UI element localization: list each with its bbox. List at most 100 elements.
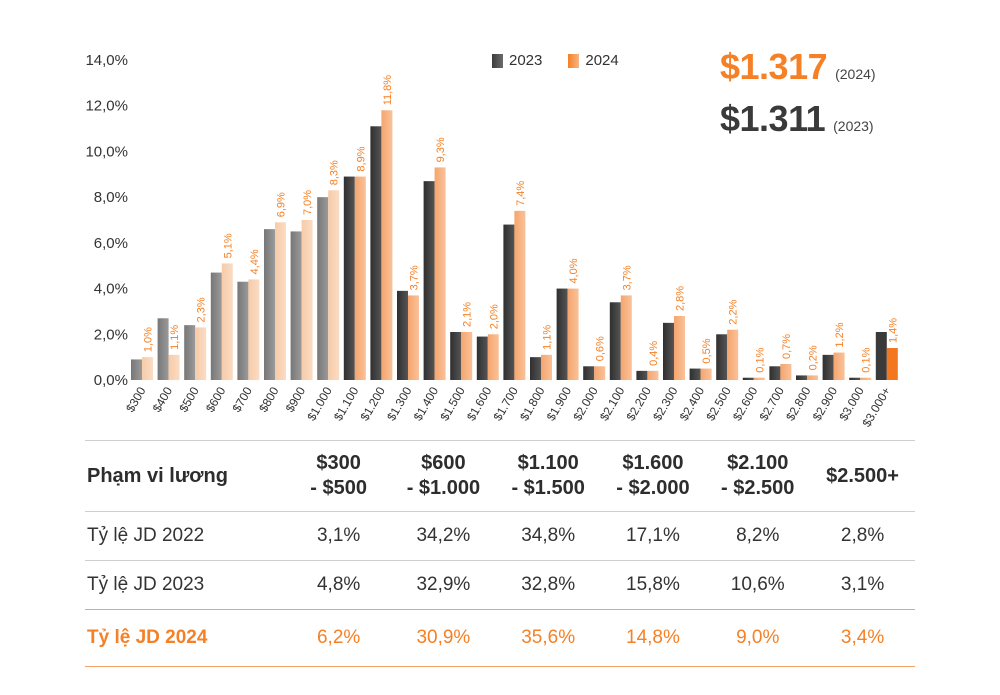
y-tick-label: 4,0% bbox=[94, 281, 128, 298]
x-tick-label: $1.200 bbox=[358, 384, 389, 423]
bar-2023 bbox=[822, 354, 834, 380]
x-tick-label: $2.900 bbox=[810, 384, 841, 423]
header-col-3: $1.100 - $1.500 bbox=[495, 440, 601, 512]
x-tick-label: $600 bbox=[203, 384, 229, 414]
x-tick-label: $2.000 bbox=[570, 384, 601, 423]
y-tick-label: 8,0% bbox=[94, 189, 128, 206]
bar-2024 bbox=[461, 332, 473, 380]
x-tick-label: $700 bbox=[230, 384, 256, 414]
table-cell: 34,2% bbox=[391, 511, 496, 561]
table-cell: 3,1% bbox=[810, 560, 915, 610]
chart-legend: 2023 2024 bbox=[492, 52, 645, 69]
bar-2023 bbox=[131, 359, 142, 380]
bar-2024 bbox=[807, 375, 818, 380]
data-label-2024: 7,4% bbox=[515, 181, 527, 206]
bar-2024 bbox=[860, 377, 872, 380]
data-label-2024: 3,7% bbox=[409, 265, 421, 290]
header-label: Phạm vi lương bbox=[85, 440, 287, 512]
x-tick-label: $2.400 bbox=[677, 384, 708, 423]
bar-2023 bbox=[157, 318, 169, 380]
bar-2024 bbox=[248, 279, 260, 380]
bar-2023 bbox=[530, 357, 541, 380]
data-label-2024: 0,6% bbox=[595, 336, 607, 361]
bar-2024 bbox=[168, 354, 180, 380]
data-label-2024: 8,9% bbox=[355, 146, 367, 171]
data-label-2024: 9,3% bbox=[435, 137, 447, 162]
x-tick-label: $1.000 bbox=[304, 384, 335, 423]
bar-2024 bbox=[328, 190, 340, 380]
legend-item-2024: 2024 bbox=[568, 52, 619, 69]
data-label-2024: 8,3% bbox=[329, 160, 341, 185]
bar-chart-svg: 0,0% 2,0% 4,0% 6,0% 8,0% 10,0% 12,0% 14,0% 1,0% $… bbox=[85, 52, 899, 429]
bar-2024 bbox=[221, 263, 233, 380]
header-col-3-line1: $1.100 bbox=[517, 452, 579, 474]
bar-2023 bbox=[423, 181, 435, 380]
table-cell: 35,6% bbox=[495, 609, 601, 667]
bar-2024 bbox=[275, 222, 286, 380]
x-tick-label: $1.400 bbox=[411, 384, 442, 423]
bar-2023 bbox=[663, 322, 674, 380]
table-row-2023: Tỷ lệ JD 2023 4,8% 32,9% 32,8% 15,8% 10,… bbox=[85, 560, 915, 610]
table-cell: 14,8% bbox=[600, 609, 706, 667]
legend-swatch-2023 bbox=[492, 53, 503, 68]
data-label-2024: 2,2% bbox=[728, 299, 740, 324]
data-label-2024: 0,1% bbox=[754, 347, 766, 372]
table-cell: 30,9% bbox=[391, 609, 496, 667]
table-row-2022: Tỷ lệ JD 2022 3,1% 34,2% 34,8% 17,1% 8,2… bbox=[85, 511, 915, 561]
bar-2023 bbox=[689, 368, 701, 380]
data-label-2024: 6,9% bbox=[276, 192, 288, 217]
average-value-2023: $1.311 bbox=[720, 98, 826, 139]
header-col-4: $1.600 - $2.000 bbox=[600, 440, 706, 512]
bar-2024 bbox=[647, 370, 659, 380]
bar-2024 bbox=[541, 354, 552, 380]
header-col-5-line2: - $2.500 bbox=[721, 477, 795, 499]
x-tick-label: $1.700 bbox=[491, 384, 522, 423]
header-col-5: $2.100 - $2.500 bbox=[705, 440, 811, 512]
legend-label-2024: 2024 bbox=[585, 52, 619, 69]
y-tick-label: 12,0% bbox=[85, 98, 128, 115]
data-label-2024: 1,4% bbox=[887, 318, 899, 343]
bar-2023 bbox=[343, 176, 355, 380]
x-tick-label: $2.100 bbox=[597, 384, 628, 423]
data-label-2024: 2,0% bbox=[488, 304, 500, 329]
header-col-6: $2.500+ bbox=[810, 440, 915, 512]
table-cell: 6,2% bbox=[286, 609, 391, 667]
bar-2023 bbox=[556, 288, 568, 380]
bar-2023 bbox=[875, 332, 887, 380]
table-row-2024: Tỷ lệ JD 2024 6,2% 30,9% 35,6% 14,8% 9,0… bbox=[85, 609, 915, 667]
bar-2023 bbox=[450, 332, 462, 380]
bar-2024 bbox=[514, 210, 526, 380]
x-tick-label: $1.500 bbox=[437, 384, 468, 423]
header-col-2: $600 - $1.000 bbox=[391, 440, 496, 512]
bar-2024 bbox=[142, 357, 153, 380]
bar-2023 bbox=[397, 290, 408, 380]
table-cell: 3,1% bbox=[286, 511, 391, 561]
table-cell: 15,8% bbox=[600, 560, 706, 610]
data-label-2024: 0,2% bbox=[808, 345, 820, 370]
header-col-1-line1: $300 bbox=[316, 452, 361, 474]
row-label-2022: Tỷ lệ JD 2022 bbox=[85, 511, 287, 561]
data-label-2024: 0,5% bbox=[701, 338, 713, 363]
bar-2024 bbox=[700, 368, 712, 380]
data-label-2024: 4,4% bbox=[249, 249, 261, 274]
bar-2024 bbox=[434, 167, 446, 380]
bar-2023 bbox=[210, 272, 222, 380]
y-tick-label: 0,0% bbox=[94, 372, 128, 389]
bar-2024 bbox=[620, 295, 632, 380]
header-col-4-line1: $1.600 bbox=[622, 452, 684, 474]
bar-2023 bbox=[609, 302, 621, 380]
header-col-6-line1: $2.500+ bbox=[826, 464, 899, 487]
header-col-4-line2: - $2.000 bbox=[616, 477, 690, 499]
bar-2024 bbox=[567, 288, 579, 380]
data-label-2024: 1,1% bbox=[169, 325, 181, 350]
x-tick-label: $400 bbox=[150, 384, 176, 414]
x-tick-label: $1.900 bbox=[544, 384, 575, 423]
table-cell: 4,8% bbox=[286, 560, 391, 610]
x-tick-label: $2.700 bbox=[757, 384, 788, 423]
x-tick-label: $900 bbox=[283, 384, 309, 414]
data-label-2024: 4,0% bbox=[568, 258, 580, 283]
legend-item-2023: 2023 bbox=[492, 52, 542, 69]
bar-2024 bbox=[301, 220, 313, 380]
bar-2023 bbox=[849, 377, 861, 380]
bar-2024 bbox=[381, 110, 393, 381]
